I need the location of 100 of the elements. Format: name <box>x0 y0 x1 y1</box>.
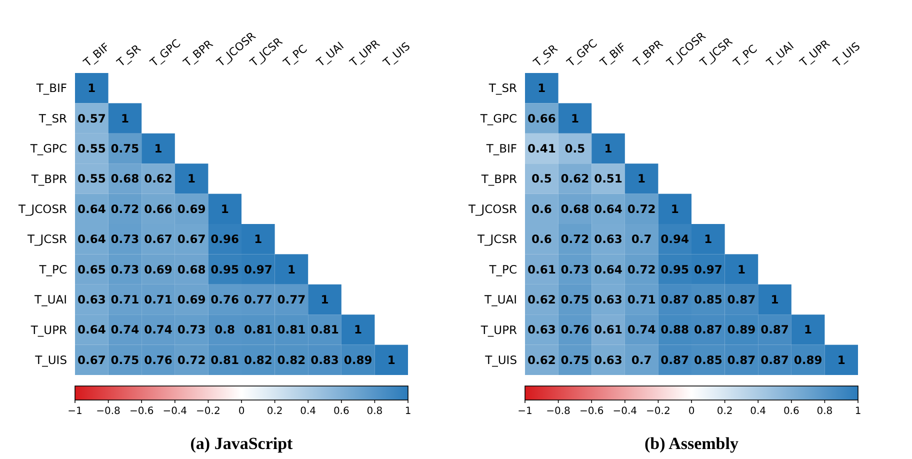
data-label: 0.74 <box>627 322 656 337</box>
data-label: 0.7 <box>631 232 652 246</box>
data-label: 0.64 <box>594 262 622 276</box>
y-tick-label: T_UIS <box>34 352 67 367</box>
data-label: 0.87 <box>760 322 789 337</box>
data-label: 1 <box>604 142 612 156</box>
color-bar-label: −0.8 <box>96 406 120 417</box>
y-tick-label: T_SR <box>488 81 517 96</box>
data-label: 0.55 <box>77 172 106 186</box>
data-label: 0.64 <box>77 202 106 216</box>
data-label: 0.87 <box>727 352 756 367</box>
data-label: 0.76 <box>144 352 172 367</box>
data-label: 0.72 <box>560 232 590 246</box>
data-label: 0.94 <box>660 232 690 246</box>
data-label: 0.67 <box>77 352 106 367</box>
y-tick-label: T_JCSR <box>476 232 517 246</box>
data-label: 1 <box>320 292 329 306</box>
data-label: 0.67 <box>177 232 206 246</box>
y-tick-label: T_GPC <box>479 111 517 126</box>
y-tick-label: T_BIF <box>35 81 67 96</box>
data-label: 0.73 <box>177 322 206 337</box>
y-tick-label: T_JCOSR <box>467 202 517 216</box>
data-label: 0.7 <box>631 352 652 367</box>
data-label: 0.61 <box>594 322 622 337</box>
data-label: 1 <box>770 292 779 306</box>
data-label: 0.82 <box>244 352 272 367</box>
color-bar-label: 0.6 <box>333 406 350 417</box>
data-label: 0.51 <box>594 172 622 186</box>
color-bar-label: 0.2 <box>716 406 733 417</box>
data-label: 0.75 <box>560 292 590 306</box>
y-tick-label: T_UAI <box>34 292 67 307</box>
data-label: 0.72 <box>110 202 140 216</box>
data-label: 0.89 <box>794 352 822 367</box>
data-label: 0.69 <box>144 262 172 276</box>
y-tick-label: T_GPC <box>29 142 67 156</box>
data-label: 1 <box>737 262 746 276</box>
data-label: 0.85 <box>694 292 722 306</box>
data-label: 0.71 <box>627 292 656 306</box>
data-label: 0.8 <box>214 322 236 337</box>
data-label: 0.74 <box>144 322 172 337</box>
data-label: 0.65 <box>77 262 106 276</box>
data-label: 0.77 <box>244 292 272 306</box>
data-label: 0.62 <box>144 172 172 186</box>
color-bar-label: −1 <box>68 406 82 417</box>
data-label: 0.97 <box>694 262 722 276</box>
data-label: 0.62 <box>527 352 556 367</box>
color-bar-label: −0.8 <box>546 406 570 417</box>
data-label: 0.69 <box>177 202 206 216</box>
data-label: 0.71 <box>144 292 172 306</box>
y-tick-label: T_BIF <box>485 142 517 156</box>
color-bar-label: 0.8 <box>366 406 383 417</box>
data-label: 0.69 <box>177 292 206 306</box>
data-label: 0.76 <box>560 322 590 337</box>
data-label: 0.72 <box>627 202 656 216</box>
data-label: 1 <box>804 322 812 337</box>
data-label: 0.68 <box>177 262 206 276</box>
data-label: 0.66 <box>144 202 172 216</box>
data-label: 0.73 <box>110 262 140 276</box>
data-label: 0.95 <box>660 262 690 276</box>
color-bar-label: 0.4 <box>300 406 316 417</box>
color-bar-label: −0.6 <box>129 406 154 417</box>
data-label: 0.81 <box>310 322 339 337</box>
data-label: 0.87 <box>727 292 756 306</box>
data-label: 0.63 <box>594 232 622 246</box>
color-bar-label: −0.6 <box>579 406 604 417</box>
data-label: 1 <box>254 232 262 246</box>
data-label: 0.77 <box>277 292 306 306</box>
color-bar-label: −0.4 <box>162 406 188 417</box>
data-label: 0.6 <box>531 202 552 216</box>
text: (b) Assembly <box>644 434 740 454</box>
data-label: 0.63 <box>594 352 622 367</box>
data-label: 0.95 <box>210 262 240 276</box>
y-tick-label: T_UIS <box>484 352 517 367</box>
data-label: 1 <box>387 352 396 367</box>
data-label: 1 <box>538 81 546 96</box>
data-label: 0.81 <box>277 322 306 337</box>
data-label: 0.62 <box>560 172 590 186</box>
data-label: 0.81 <box>244 322 272 337</box>
data-label: 0.72 <box>627 262 656 276</box>
data-label: 1 <box>188 172 196 186</box>
data-label: 0.5 <box>564 142 586 156</box>
data-label: 1 <box>837 352 846 367</box>
data-label: 0.72 <box>177 352 206 367</box>
y-tick-label: T_BPR <box>480 172 518 186</box>
data-label: 0.64 <box>77 322 106 337</box>
data-label: 0.75 <box>110 142 140 156</box>
data-label: 1 <box>88 81 96 96</box>
data-label: 1 <box>570 111 579 126</box>
data-label: 0.64 <box>77 232 106 246</box>
data-label: 1 <box>354 322 362 337</box>
data-label: 0.89 <box>727 322 756 337</box>
data-label: 0.88 <box>660 322 690 337</box>
data-label: 0.41 <box>527 142 556 156</box>
data-label: 1 <box>154 142 162 156</box>
y-tick-label: T_JCOSR <box>17 202 67 216</box>
data-label: 0.55 <box>77 142 106 156</box>
data-label: 0.74 <box>110 322 140 337</box>
data-label: 0.63 <box>594 292 622 306</box>
data-label: 0.87 <box>760 352 789 367</box>
data-label: 1 <box>704 232 712 246</box>
